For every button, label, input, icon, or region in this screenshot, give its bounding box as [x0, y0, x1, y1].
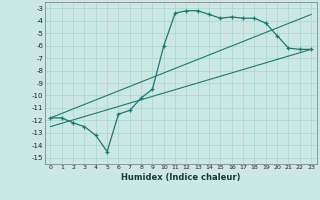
X-axis label: Humidex (Indice chaleur): Humidex (Indice chaleur) — [121, 173, 241, 182]
